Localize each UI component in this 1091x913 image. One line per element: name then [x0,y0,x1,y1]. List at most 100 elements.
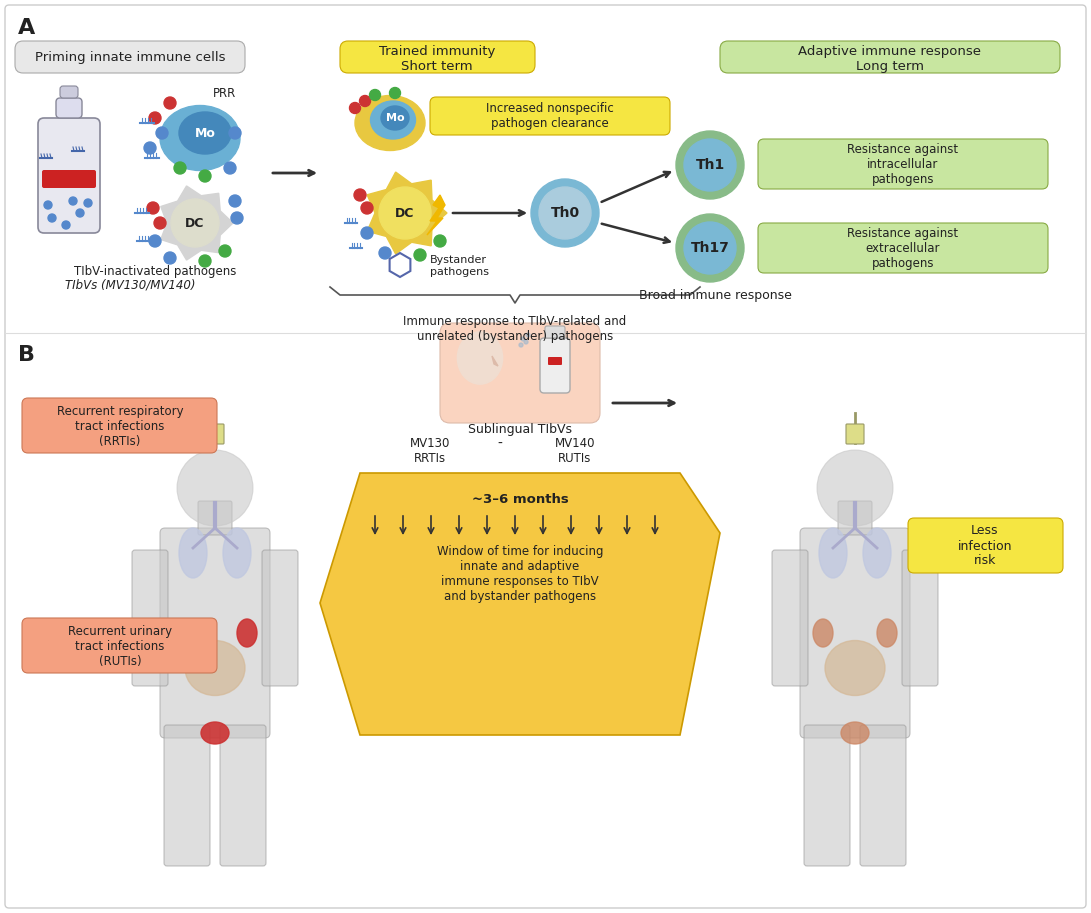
Circle shape [684,139,736,191]
Circle shape [156,127,168,139]
Circle shape [84,199,92,207]
Text: Th1: Th1 [695,158,724,172]
FancyBboxPatch shape [800,528,910,738]
Ellipse shape [819,528,847,578]
FancyBboxPatch shape [440,323,600,423]
Polygon shape [368,172,447,254]
Circle shape [224,162,236,174]
Circle shape [389,88,400,99]
Text: Resistance against
intracellular
pathogens: Resistance against intracellular pathoge… [848,142,959,185]
Text: PRR: PRR [214,87,237,100]
Text: -: - [497,437,503,451]
FancyBboxPatch shape [160,528,269,738]
Text: Priming innate immune cells: Priming innate immune cells [35,50,225,64]
Circle shape [164,252,176,264]
Text: Resistance against
extracellular
pathogens: Resistance against extracellular pathoge… [848,226,959,269]
Text: Sublingual TIbVs: Sublingual TIbVs [468,423,572,436]
Text: Th0: Th0 [551,206,579,220]
FancyBboxPatch shape [772,550,808,686]
Circle shape [69,197,77,205]
Text: TIbV-inactivated pathogens: TIbV-inactivated pathogens [74,265,236,278]
Ellipse shape [863,528,891,578]
Circle shape [147,202,159,214]
Ellipse shape [185,641,245,696]
Text: Broad immune response: Broad immune response [638,289,791,302]
FancyBboxPatch shape [15,41,245,73]
FancyBboxPatch shape [41,170,96,188]
Text: Short term: Short term [401,59,472,72]
Ellipse shape [179,112,231,154]
Circle shape [684,222,736,274]
Circle shape [177,450,253,526]
Circle shape [361,202,373,214]
Ellipse shape [223,528,251,578]
Circle shape [149,112,161,124]
Circle shape [171,199,219,247]
Circle shape [413,249,425,261]
FancyBboxPatch shape [758,223,1048,273]
Circle shape [164,97,176,109]
Circle shape [526,333,530,337]
FancyBboxPatch shape [206,424,224,444]
Ellipse shape [160,106,240,171]
Text: Recurrent respiratory
tract infections
(RRTIs): Recurrent respiratory tract infections (… [57,404,183,447]
Ellipse shape [371,101,416,139]
Ellipse shape [173,619,193,647]
Ellipse shape [237,619,257,647]
Text: Trained immunity: Trained immunity [379,45,495,58]
FancyBboxPatch shape [902,550,938,686]
Polygon shape [160,186,233,260]
FancyBboxPatch shape [38,118,100,233]
Ellipse shape [179,528,207,578]
Text: Immune response to TIbV-related and
unrelated (bystander) pathogens: Immune response to TIbV-related and unre… [404,315,626,343]
Circle shape [370,89,381,100]
Polygon shape [492,356,497,366]
Circle shape [154,217,166,229]
Ellipse shape [201,722,229,744]
FancyBboxPatch shape [860,725,906,866]
Circle shape [231,212,243,224]
Circle shape [229,195,241,207]
FancyBboxPatch shape [540,338,570,393]
Text: A: A [17,18,35,38]
FancyBboxPatch shape [262,550,298,686]
FancyBboxPatch shape [197,501,232,535]
FancyBboxPatch shape [758,139,1048,189]
Circle shape [519,343,523,347]
FancyBboxPatch shape [548,357,562,365]
Circle shape [434,235,446,247]
Circle shape [379,247,391,259]
FancyBboxPatch shape [60,86,77,98]
Circle shape [199,170,211,182]
FancyBboxPatch shape [546,326,565,338]
Circle shape [524,340,528,344]
Text: DC: DC [185,216,205,229]
Text: Less
infection
risk: Less infection risk [958,524,1012,568]
FancyBboxPatch shape [804,725,850,866]
Ellipse shape [457,332,503,384]
Circle shape [360,96,371,107]
Circle shape [219,245,231,257]
Circle shape [173,162,185,174]
Circle shape [76,209,84,217]
Circle shape [44,201,52,209]
FancyBboxPatch shape [220,725,266,866]
Circle shape [199,255,211,267]
Ellipse shape [825,641,885,696]
Circle shape [353,189,365,201]
FancyBboxPatch shape [56,98,82,118]
Ellipse shape [355,96,425,151]
FancyBboxPatch shape [22,398,217,453]
Circle shape [531,179,599,247]
Ellipse shape [877,619,897,647]
Text: DC: DC [395,206,415,219]
FancyBboxPatch shape [908,518,1063,573]
Text: Bystander
pathogens: Bystander pathogens [430,256,489,277]
Text: Mo: Mo [386,113,405,123]
Text: MV140
RUTIs: MV140 RUTIs [554,437,596,465]
Circle shape [521,337,525,341]
Circle shape [62,221,70,229]
Circle shape [676,131,744,199]
Text: Window of time for inducing
innate and adaptive
immune responses to TIbV
and bys: Window of time for inducing innate and a… [436,545,603,603]
Polygon shape [427,195,445,235]
